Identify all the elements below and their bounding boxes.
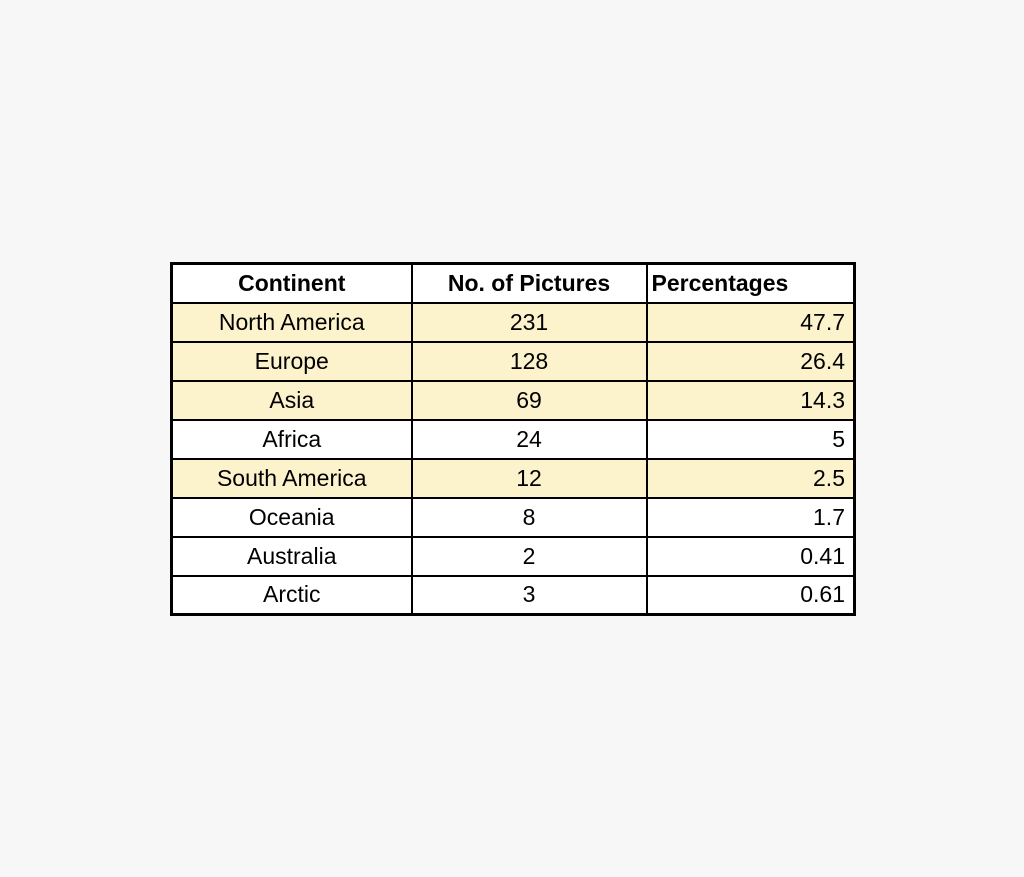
table-row: Africa 24 5 <box>170 418 856 460</box>
continent-cell: Arctic <box>170 574 413 616</box>
pictures-cell: 3 <box>410 574 648 616</box>
percentage-cell: 14.3 <box>645 379 856 421</box>
pictures-cell: 128 <box>410 340 648 382</box>
pictures-cell: 12 <box>410 457 648 499</box>
percentage-cell: 0.41 <box>645 535 856 577</box>
continent-cell: North America <box>170 301 413 343</box>
header-row: Continent No. of Pictures Percentages <box>170 262 856 304</box>
pictures-cell: 24 <box>410 418 648 460</box>
column-header-no-of-pictures: No. of Pictures <box>410 262 648 304</box>
column-header-percentages: Percentages <box>645 262 856 304</box>
continent-cell: Asia <box>170 379 413 421</box>
continent-cell: Europe <box>170 340 413 382</box>
pictures-cell: 69 <box>410 379 648 421</box>
continent-cell: Australia <box>170 535 413 577</box>
continent-pictures-table: Continent No. of Pictures Percentages No… <box>170 262 856 616</box>
table-row: Europe 128 26.4 <box>170 340 856 382</box>
percentage-cell: 1.7 <box>645 496 856 538</box>
continent-cell: Africa <box>170 418 413 460</box>
table-row: South America 12 2.5 <box>170 457 856 499</box>
continent-cell: South America <box>170 457 413 499</box>
percentage-cell: 26.4 <box>645 340 856 382</box>
table-row: Asia 69 14.3 <box>170 379 856 421</box>
percentage-cell: 47.7 <box>645 301 856 343</box>
pictures-cell: 8 <box>410 496 648 538</box>
continent-pictures-table-container: Continent No. of Pictures Percentages No… <box>170 262 856 616</box>
table-row: North America 231 47.7 <box>170 301 856 343</box>
pictures-cell: 231 <box>410 301 648 343</box>
table-row: Australia 2 0.41 <box>170 535 856 577</box>
percentage-cell: 2.5 <box>645 457 856 499</box>
percentage-cell: 5 <box>645 418 856 460</box>
column-header-continent: Continent <box>170 262 413 304</box>
pictures-cell: 2 <box>410 535 648 577</box>
continent-cell: Oceania <box>170 496 413 538</box>
table-row: Oceania 8 1.7 <box>170 496 856 538</box>
percentage-cell: 0.61 <box>645 574 856 616</box>
table-row: Arctic 3 0.61 <box>170 574 856 616</box>
